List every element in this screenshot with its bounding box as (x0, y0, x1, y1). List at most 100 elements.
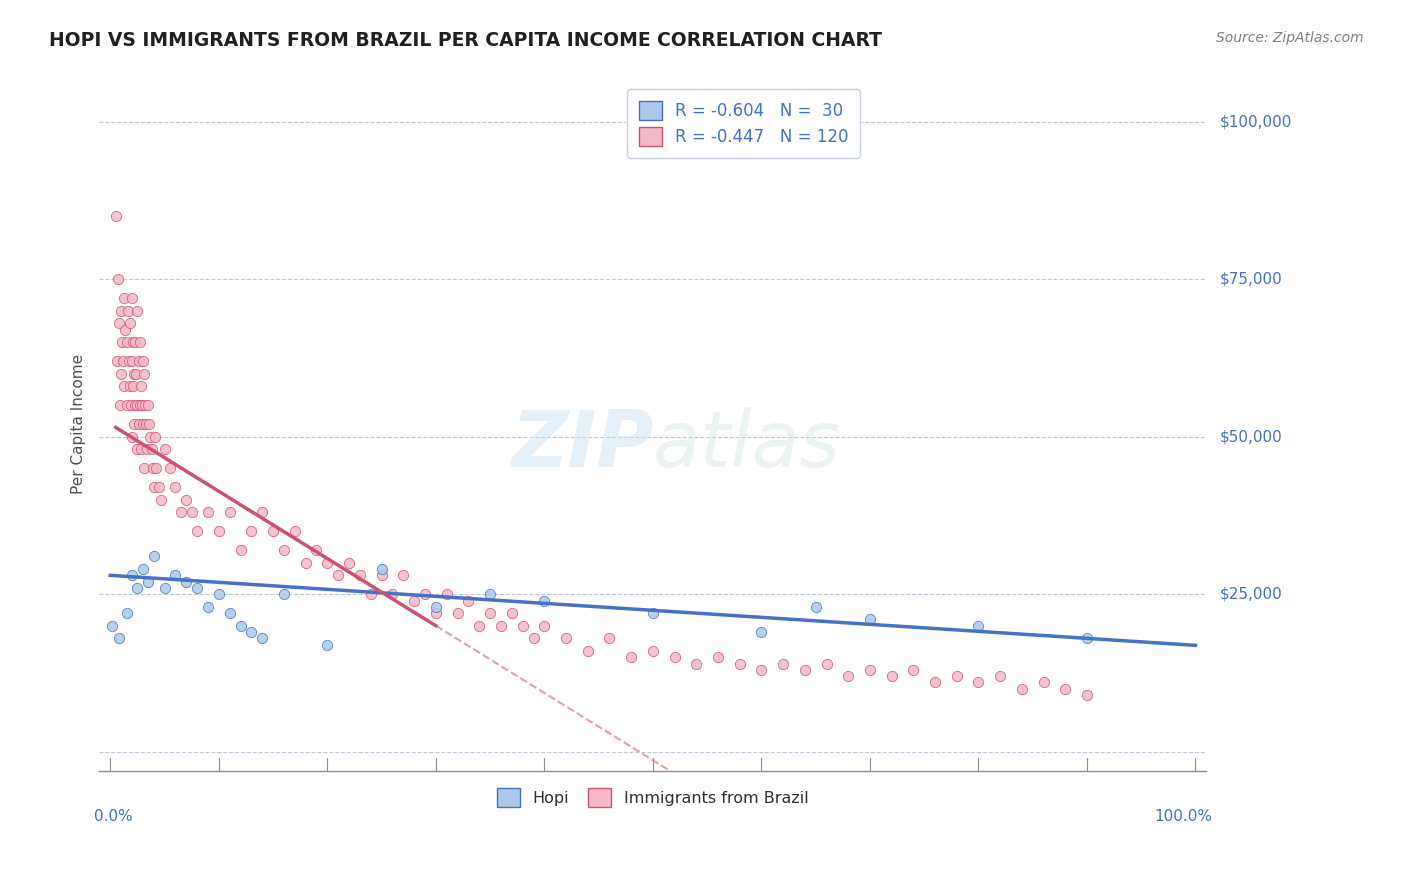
Point (250, 632, 273, 646)
Point (250, 505, 273, 519)
Point (128, 335, 150, 350)
Point (127, 442, 149, 457)
Point (142, 480, 165, 494)
Point (381, 587, 404, 601)
Point (180, 505, 202, 519)
Point (988, 669, 1011, 683)
Text: 100.0%: 100.0% (1154, 809, 1212, 824)
Legend: Hopi, Immigrants from Brazil: Hopi, Immigrants from Brazil (489, 780, 817, 814)
Point (1076, 632, 1098, 646)
Point (127, 581, 149, 595)
Point (125, 367, 148, 381)
Point (108, 316, 131, 330)
Point (294, 556, 316, 570)
Point (229, 619, 252, 633)
Point (404, 593, 426, 607)
Point (118, 316, 141, 330)
Point (967, 619, 990, 633)
Point (533, 593, 555, 607)
Point (174, 492, 197, 507)
Point (501, 606, 523, 620)
Point (620, 650, 643, 665)
Point (479, 587, 502, 601)
Point (772, 657, 794, 671)
Point (512, 619, 534, 633)
Point (159, 461, 181, 475)
Point (127, 398, 149, 412)
Point (436, 587, 458, 601)
Point (413, 587, 436, 601)
Text: $75,000: $75,000 (1220, 272, 1282, 286)
Point (132, 367, 155, 381)
Point (240, 625, 263, 640)
Point (115, 398, 138, 412)
Point (349, 568, 371, 582)
Point (641, 606, 664, 620)
Point (141, 442, 163, 457)
Point (121, 354, 143, 368)
Point (122, 335, 145, 350)
Point (880, 669, 903, 683)
Point (522, 632, 544, 646)
Point (598, 632, 620, 646)
Point (859, 663, 882, 677)
Point (328, 568, 350, 582)
Point (273, 543, 295, 558)
Point (118, 379, 141, 393)
Point (107, 272, 129, 286)
Point (664, 650, 686, 665)
Point (641, 644, 664, 658)
Point (555, 632, 578, 646)
Point (121, 430, 143, 444)
Point (142, 549, 165, 564)
Point (479, 606, 502, 620)
Point (392, 568, 415, 582)
Point (165, 568, 187, 582)
Point (316, 556, 339, 570)
Point (124, 398, 146, 412)
Point (186, 524, 208, 539)
Point (208, 587, 231, 601)
Point (793, 663, 815, 677)
Point (128, 354, 150, 368)
Point (197, 505, 219, 519)
Point (284, 524, 307, 539)
Point (218, 505, 240, 519)
Point (728, 657, 751, 671)
Point (804, 599, 827, 614)
Point (153, 581, 176, 595)
Point (132, 461, 155, 475)
Point (751, 663, 773, 677)
Point (533, 619, 555, 633)
Point (128, 417, 150, 431)
Point (135, 417, 157, 431)
Point (337, 556, 360, 570)
Text: Source: ZipAtlas.com: Source: ZipAtlas.com (1216, 31, 1364, 45)
Point (945, 669, 967, 683)
Point (457, 593, 479, 607)
Point (143, 430, 166, 444)
Point (112, 354, 135, 368)
Point (1076, 688, 1098, 702)
Point (115, 335, 138, 350)
Point (489, 619, 512, 633)
Point (150, 492, 173, 507)
Point (120, 398, 142, 412)
Point (576, 644, 599, 658)
Point (446, 606, 468, 620)
Point (118, 354, 141, 368)
Point (139, 430, 162, 444)
Point (111, 335, 134, 350)
Point (112, 379, 135, 393)
Point (132, 562, 155, 576)
Point (121, 568, 143, 582)
Point (707, 650, 730, 665)
Point (208, 524, 231, 539)
Point (360, 587, 382, 601)
Point (134, 398, 156, 412)
Point (859, 612, 882, 626)
Point (837, 669, 859, 683)
Text: HOPI VS IMMIGRANTS FROM BRAZIL PER CAPITA INCOME CORRELATION CHART: HOPI VS IMMIGRANTS FROM BRAZIL PER CAPIT… (49, 31, 882, 50)
Point (273, 587, 295, 601)
Point (129, 442, 152, 457)
